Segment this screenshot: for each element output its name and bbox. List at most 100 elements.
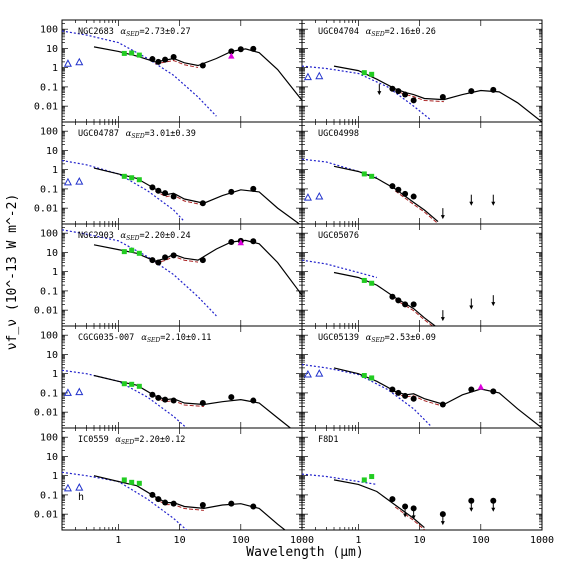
- ir-point: [228, 48, 235, 55]
- nir-point: [129, 175, 135, 181]
- panel-plot-area: [62, 229, 302, 317]
- panel-f8d1: F8D1: [301, 427, 543, 531]
- ir-point: [155, 394, 162, 401]
- agn-component-line: [62, 471, 188, 530]
- agn-component-line: [62, 30, 217, 117]
- ir-point: [228, 238, 235, 245]
- ir-point: [199, 200, 206, 207]
- alpha-sed-label: αSED=3.01±0.39: [126, 129, 196, 140]
- nir-point: [136, 250, 142, 256]
- starburst-component-line: [394, 506, 425, 530]
- ir-point: [170, 193, 177, 200]
- upper-limit-arrowhead: [440, 215, 445, 220]
- x-axis-title: Wavelength (μm): [246, 545, 363, 560]
- panel-name-label: NGC2903: [78, 231, 114, 241]
- y-axis-title: νf_ν (10^-13 W m^-2): [5, 194, 20, 351]
- galex-point: [303, 193, 312, 201]
- nir-point: [136, 52, 142, 58]
- ir-point: [439, 401, 446, 408]
- y-tick-label: 0.1: [40, 388, 58, 399]
- ir-point: [162, 396, 169, 403]
- y-tick-label: 100: [40, 229, 58, 240]
- y-tick-label: 100: [40, 25, 58, 36]
- ir-point: [149, 56, 156, 63]
- alpha-sed-label: αSED=2.20±0.12: [115, 435, 185, 446]
- y-tick-label: 1: [52, 471, 58, 482]
- ir-point: [395, 389, 402, 396]
- panel-frame: [301, 427, 543, 531]
- ir-point: [155, 187, 162, 194]
- y-tick-label: 0.1: [40, 184, 58, 195]
- agn-component-line: [302, 158, 377, 178]
- axes-layer: 100 10 1 0.1 0.01 100 10 1 0.1 0.01 100 10 1 0.1 0.01 1…: [34, 25, 554, 546]
- galex-point: [63, 177, 72, 186]
- galex-point: [75, 387, 84, 396]
- panel-plot-area: [302, 259, 496, 326]
- alpha-sed-label: αSED=2.73±0.27: [120, 27, 190, 38]
- alpha-sed-value: =3.01±0.39: [145, 129, 196, 139]
- upper-limit-arrowhead: [403, 513, 408, 518]
- ir-point: [228, 188, 235, 195]
- panel-name-label: F8D1: [318, 435, 338, 445]
- nir-point: [369, 474, 375, 480]
- ir-point: [162, 190, 169, 197]
- alpha-sed-value: =2.73±0.27: [139, 27, 190, 37]
- ir-point: [155, 496, 162, 503]
- y-tick-label: 10: [46, 146, 58, 157]
- nir-point: [121, 50, 127, 56]
- model-sed-line: [93, 167, 301, 224]
- upper-limit-arrowhead: [491, 507, 496, 512]
- ir-point: [250, 185, 257, 192]
- ir-point: [395, 297, 402, 304]
- ir-point: [199, 501, 206, 508]
- nir-point: [121, 173, 127, 179]
- panel-cgcg035-007: CGCG035-007 αSED=2.10±0.11: [61, 325, 303, 429]
- y-tick-label: 100: [40, 331, 58, 342]
- nir-point: [361, 70, 367, 76]
- panel-ic0559: IC0559 αSED=2.20±0.12: [61, 427, 303, 531]
- alpha-sed-label: αSED=2.53±0.09: [366, 333, 436, 344]
- ir-point: [389, 496, 396, 503]
- model-sed-line: [333, 165, 439, 223]
- nir-point: [369, 375, 375, 381]
- model-sed-line: [333, 65, 542, 122]
- y-tick-label: 100: [40, 127, 58, 138]
- ir-point: [162, 499, 169, 506]
- galex-point: [63, 388, 72, 396]
- ir-point: [439, 93, 446, 100]
- galex-point: [303, 72, 312, 81]
- ir-point: [250, 397, 257, 404]
- galex-point: [75, 483, 84, 491]
- agn-component-line: [302, 473, 377, 485]
- panel-name-label: UGC05076: [318, 231, 359, 241]
- panel-name-label: NGC2683: [78, 27, 114, 37]
- nir-point: [129, 479, 135, 485]
- ir-point: [402, 190, 409, 197]
- panel-h-annotation: h: [78, 492, 84, 503]
- alpha-sed-value: =2.20±0.12: [134, 435, 185, 445]
- x-tick-label: 1: [355, 535, 361, 546]
- nir-point: [361, 477, 367, 483]
- nir-point: [369, 280, 375, 286]
- ir-point: [149, 491, 156, 498]
- alpha-sed-label: αSED=2.16±0.26: [366, 27, 436, 38]
- nir-point: [136, 383, 142, 389]
- nir-point: [136, 480, 142, 486]
- starburst-component-line: [394, 190, 439, 224]
- nir-point: [129, 247, 135, 253]
- panel-name-label: UGC04704: [318, 27, 359, 37]
- panel-plot-area: [302, 65, 542, 122]
- x-tick-label: 10: [174, 535, 186, 546]
- ir-point: [155, 259, 162, 266]
- x-tick-label: 100: [472, 535, 490, 546]
- nir-point: [369, 71, 375, 77]
- model-sed-line: [93, 475, 286, 530]
- alpha-subscript: SED: [371, 31, 384, 38]
- panel-ugc04787: UGC04787 αSED=3.01±0.39: [61, 121, 303, 225]
- ir-point: [149, 391, 156, 398]
- galex-point: [315, 369, 324, 377]
- ir-point: [410, 97, 417, 104]
- upper-limit-arrowhead: [469, 201, 474, 206]
- alpha-subscript: SED: [147, 337, 160, 344]
- y-tick-label: 1: [52, 267, 58, 278]
